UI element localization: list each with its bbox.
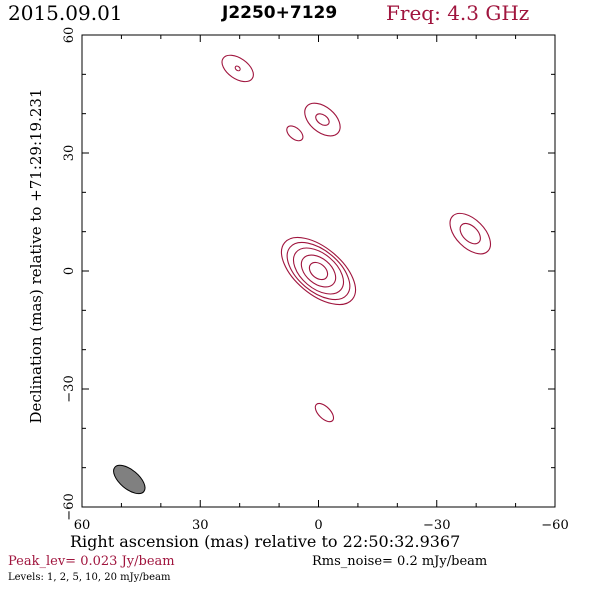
contour-line — [292, 247, 345, 295]
y-tick-label: 30 — [62, 145, 77, 162]
x-tick-label: 30 — [192, 518, 209, 533]
contour-levels: Levels: 1, 2, 5, 10, 20 mJy/beam — [8, 572, 170, 583]
contour-levels-label: Levels: — [8, 572, 44, 583]
source-name: J2250+7129 — [222, 3, 338, 23]
x-tick-label: 60 — [74, 518, 91, 533]
plot-frame — [81, 34, 556, 508]
contour-line — [314, 402, 335, 423]
rms-noise-label: Rms_noise= — [312, 554, 393, 569]
beam-ellipse — [113, 464, 146, 495]
contour-line — [300, 254, 337, 288]
y-tick-label: −30 — [62, 375, 77, 402]
contour-layer — [221, 54, 492, 423]
x-tick-label: −30 — [423, 518, 450, 533]
peak-level: Peak_lev= 0.023 Jy/beam — [8, 554, 175, 569]
contour-line — [221, 54, 254, 83]
peak-level-label: Peak_lev= — [8, 554, 77, 569]
y-tick-labels: 60 30 0 −30 −60 — [62, 27, 77, 521]
epoch-date: 2015.09.01 — [8, 1, 123, 25]
frequency: Freq: 4.3 GHz — [386, 1, 529, 25]
y-tick-label: 0 — [62, 267, 77, 275]
contour-line — [304, 102, 341, 137]
contour-line — [315, 113, 330, 126]
rms-noise-value: 0.2 mJy/beam — [397, 554, 488, 569]
contour-line — [234, 65, 241, 72]
contour-levels-value: 1, 2, 5, 10, 20 mJy/beam — [47, 572, 171, 583]
peak-level-value: 0.023 Jy/beam — [80, 554, 175, 569]
x-tick-label: 0 — [314, 518, 322, 533]
contour-line — [449, 212, 492, 255]
x-tick-labels: 60 30 0 −30 −60 — [74, 518, 569, 533]
y-axis-label: Declination (mas) relative to +71:29:19.… — [27, 88, 45, 423]
axis-ticks — [81, 34, 556, 508]
contour-line — [280, 236, 357, 306]
frequency-value: 4.3 GHz — [447, 1, 530, 25]
contour-line — [286, 241, 351, 301]
y-tick-label: −60 — [62, 493, 77, 520]
frequency-label: Freq: — [386, 1, 441, 25]
contour-line — [286, 125, 304, 142]
x-axis-label: Right ascension (mas) relative to 22:50:… — [70, 532, 461, 551]
rms-noise: Rms_noise= 0.2 mJy/beam — [312, 554, 487, 569]
x-tick-label: −60 — [541, 518, 568, 533]
y-tick-label: 60 — [62, 27, 77, 44]
contour-line — [459, 222, 481, 245]
contour-line — [308, 261, 329, 281]
